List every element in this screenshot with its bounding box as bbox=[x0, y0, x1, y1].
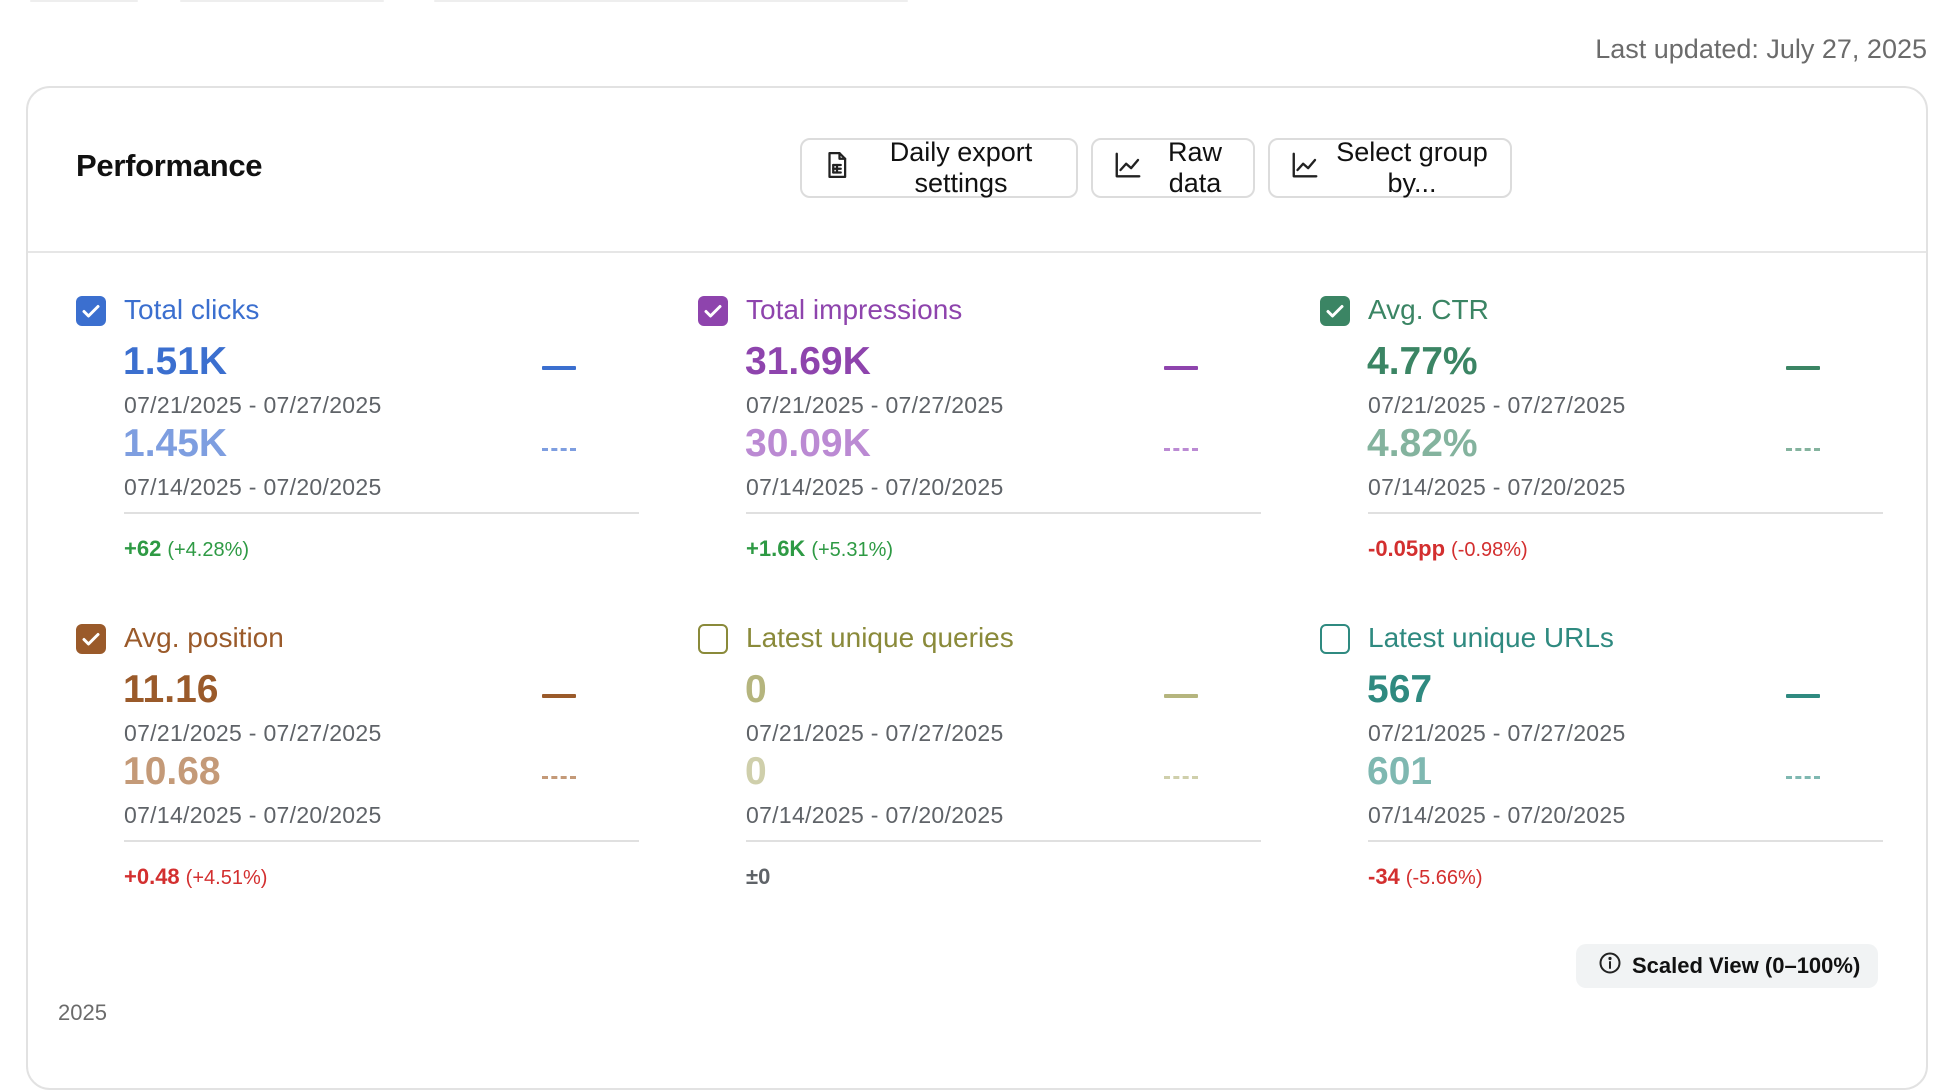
metric-divider bbox=[124, 512, 639, 514]
chart-year-label: 2025 bbox=[58, 1000, 107, 1025]
current-series-legend-swatch bbox=[1164, 694, 1198, 698]
metric-checkbox[interactable] bbox=[1320, 296, 1350, 326]
line-chart-icon bbox=[1113, 150, 1143, 187]
info-icon bbox=[1598, 951, 1622, 981]
metric-current-range: 07/21/2025 - 07/27/2025 bbox=[124, 720, 382, 746]
current-series-legend-swatch bbox=[1786, 366, 1820, 370]
metric-change-percent: (+5.31%) bbox=[811, 539, 894, 561]
metric-current-value: 567 bbox=[1367, 668, 1433, 711]
previous-series-legend-swatch bbox=[1786, 776, 1820, 779]
metric-current-range: 07/21/2025 - 07/27/2025 bbox=[1368, 392, 1626, 418]
line-chart-icon bbox=[1290, 150, 1320, 187]
document-icon bbox=[822, 150, 852, 187]
metric-change-percent: (+4.51%) bbox=[185, 867, 268, 889]
metric-change-value: +1.6K bbox=[746, 536, 806, 561]
metric-label[interactable]: Latest unique queries bbox=[746, 622, 1014, 653]
metric-previous-range: 07/14/2025 - 07/20/2025 bbox=[746, 802, 1004, 828]
card-header: Performance Daily export settings Raw da… bbox=[28, 88, 1926, 253]
performance-card: Performance Daily export settings Raw da… bbox=[26, 86, 1928, 1090]
previous-series-legend-swatch bbox=[542, 448, 576, 451]
metric-change-percent: (-5.66%) bbox=[1405, 867, 1483, 889]
metric-previous-range: 07/14/2025 - 07/20/2025 bbox=[746, 474, 1004, 500]
metric-change: +0.48 (+4.51%) bbox=[124, 864, 267, 890]
metric-divider bbox=[1368, 840, 1883, 842]
metric-avg-ctr: Avg. CTR 4.77% 07/21/2025 - 07/27/2025 4.82… bbox=[1320, 200, 1883, 561]
metric-change-percent: (-0.98%) bbox=[1451, 539, 1528, 561]
select-group-by-button[interactable]: Select group by... bbox=[1268, 137, 1512, 198]
metric-current-value: 0 bbox=[745, 668, 767, 711]
metric-divider bbox=[746, 840, 1261, 842]
metric-checkbox[interactable] bbox=[76, 624, 106, 654]
raw-data-label: Raw data bbox=[1167, 137, 1222, 198]
metric-current-range: 07/21/2025 - 07/27/2025 bbox=[746, 392, 1004, 418]
metric-change-value: -34 bbox=[1368, 864, 1400, 889]
scaled-view-button[interactable]: Scaled View (0–100%) bbox=[1576, 944, 1879, 988]
metric-checkbox[interactable] bbox=[698, 296, 728, 326]
metric-change: +1.6K (+5.31%) bbox=[746, 536, 893, 562]
metric-change: -0.05pp (-0.98%) bbox=[1368, 536, 1528, 562]
select-group-by-label: Select group by... bbox=[1336, 137, 1488, 198]
metric-checkbox[interactable] bbox=[76, 296, 106, 326]
metric-current-range: 07/21/2025 - 07/27/2025 bbox=[124, 392, 382, 418]
previous-series-legend-swatch bbox=[1164, 776, 1198, 779]
metric-previous-value: 0 bbox=[745, 750, 767, 793]
metric-current-value: 31.69K bbox=[745, 340, 871, 383]
metric-total-clicks: Total clicks 1.51K 07/21/2025 - 07/27/2025… bbox=[76, 200, 639, 561]
metric-previous-value: 601 bbox=[1367, 750, 1433, 793]
metric-label[interactable]: Total impressions bbox=[746, 294, 963, 325]
current-series-legend-swatch bbox=[542, 366, 576, 370]
metric-label[interactable]: Total clicks bbox=[124, 294, 260, 325]
metric-checkbox[interactable] bbox=[1320, 624, 1350, 654]
metric-previous-range: 07/14/2025 - 07/20/2025 bbox=[1368, 802, 1626, 828]
current-series-legend-swatch bbox=[542, 694, 576, 698]
metric-change: ±0 bbox=[746, 864, 776, 890]
metric-current-range: 07/21/2025 - 07/27/2025 bbox=[746, 720, 1004, 746]
previous-series-legend-swatch bbox=[1164, 448, 1198, 451]
metric-divider bbox=[746, 512, 1261, 514]
last-updated-text: Last updated: July 27, 2025 bbox=[1595, 34, 1927, 64]
metric-divider bbox=[124, 840, 639, 842]
metric-change-value: -0.05pp bbox=[1368, 536, 1446, 561]
current-series-legend-swatch bbox=[1786, 694, 1820, 698]
previous-series-legend-swatch bbox=[1786, 448, 1820, 451]
daily-export-settings-label: Daily export settings bbox=[889, 137, 1033, 198]
metric-change: -34 (-5.66%) bbox=[1368, 864, 1483, 890]
metric-previous-range: 07/14/2025 - 07/20/2025 bbox=[124, 802, 382, 828]
metric-previous-value: 1.45K bbox=[123, 422, 228, 465]
metric-latest-unique-urls: Latest unique URLs 567 07/21/2025 - 07/27/… bbox=[1320, 528, 1883, 889]
metric-divider bbox=[1368, 512, 1883, 514]
metric-previous-value: 10.68 bbox=[123, 750, 221, 793]
metric-previous-range: 07/14/2025 - 07/20/2025 bbox=[124, 474, 382, 500]
daily-export-settings-button[interactable]: Daily export settings bbox=[800, 137, 1078, 198]
metric-previous-value: 30.09K bbox=[745, 422, 871, 465]
metric-total-impressions: Total impressions 31.69K 07/21/2025 - 07/2… bbox=[698, 200, 1261, 561]
previous-series-legend-swatch bbox=[542, 776, 576, 779]
metric-current-value: 4.77% bbox=[1367, 340, 1478, 383]
metric-avg-position: Avg. position 11.16 07/21/2025 - 07/27/202… bbox=[76, 528, 639, 889]
metric-checkbox[interactable] bbox=[698, 624, 728, 654]
current-series-legend-swatch bbox=[1164, 366, 1198, 370]
metric-change-percent: (+4.28%) bbox=[167, 539, 250, 561]
metric-latest-unique-queries: Latest unique queries 0 07/21/2025 - 07/27… bbox=[698, 528, 1261, 889]
metric-change-value: +0.48 bbox=[124, 864, 180, 889]
raw-data-button[interactable]: Raw data bbox=[1091, 137, 1255, 198]
metric-previous-value: 4.82% bbox=[1367, 422, 1478, 465]
metric-change-value: +62 bbox=[124, 536, 162, 561]
metric-change: +62 (+4.28%) bbox=[124, 536, 249, 562]
metric-current-value: 11.16 bbox=[123, 668, 219, 711]
metric-current-value: 1.51K bbox=[123, 340, 228, 383]
metric-label[interactable]: Avg. position bbox=[124, 622, 284, 653]
metric-label[interactable]: Latest unique URLs bbox=[1368, 622, 1614, 653]
metric-current-range: 07/21/2025 - 07/27/2025 bbox=[1368, 720, 1626, 746]
card-title: Performance bbox=[76, 148, 263, 183]
metric-label[interactable]: Avg. CTR bbox=[1368, 294, 1489, 325]
metric-change-value: ±0 bbox=[746, 864, 771, 889]
scaled-view-label: Scaled View (0–100%) bbox=[1632, 953, 1861, 978]
metric-previous-range: 07/14/2025 - 07/20/2025 bbox=[1368, 474, 1626, 500]
